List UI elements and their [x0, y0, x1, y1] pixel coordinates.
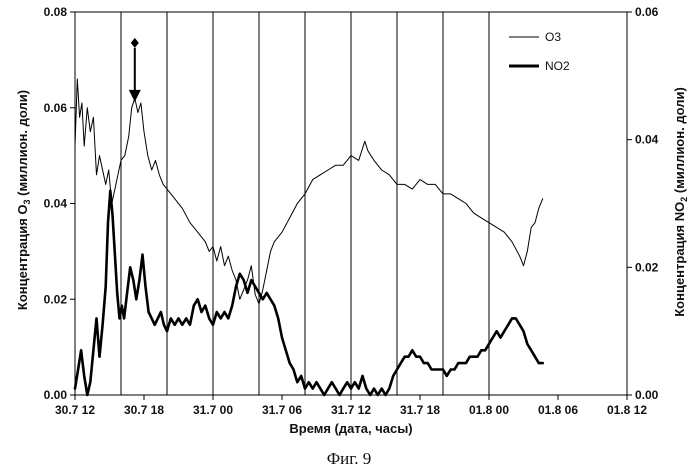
x-tick-label-8: 01.8 12: [607, 403, 647, 417]
left-tick-label-3: 0.06: [44, 101, 68, 115]
x-tick-label-0: 30.7 12: [55, 403, 95, 417]
x-tick-label-6: 01.8 00: [469, 403, 509, 417]
right-tick-label-2: 0.04: [635, 133, 659, 147]
right-y-axis-title: Концентрация NO2 (миллион. доли): [672, 87, 689, 317]
x-tick-label-5: 31.7 18: [400, 403, 440, 417]
right-y-ticks: 0.00 0.02 0.04 0.06: [627, 5, 659, 402]
left-tick-label-2: 0.04: [44, 197, 68, 211]
left-tick-label-4: 0.08: [44, 5, 68, 19]
left-y-axis-title: Концентрация O3 (миллион. доли): [15, 90, 32, 310]
x-ticks: 30.7 12 30.7 18 31.7 00 31.7 06 31.7 12 31.7 …: [55, 395, 647, 417]
figure-caption: Фиг. 9: [327, 449, 372, 468]
right-tick-label-0: 0.00: [635, 388, 659, 402]
left-y-ticks: 0.00 0.02 0.04 0.06 0.08: [44, 5, 75, 402]
left-tick-label-0: 0.00: [44, 388, 68, 402]
x-tick-label-2: 31.7 00: [193, 403, 233, 417]
x-tick-label-7: 01.8 06: [538, 403, 578, 417]
x-tick-label-3: 31.7 06: [262, 403, 302, 417]
left-tick-label-1: 0.02: [44, 292, 68, 306]
right-tick-label-1: 0.02: [635, 260, 659, 274]
right-tick-label-3: 0.06: [635, 5, 659, 19]
legend-no2-label: NO2: [545, 59, 570, 73]
x-tick-label-1: 30.7 18: [124, 403, 164, 417]
x-tick-label-4: 31.7 12: [331, 403, 371, 417]
legend-o3-label: O3: [545, 30, 561, 44]
x-axis-title: Время (дата, часы): [289, 421, 412, 436]
